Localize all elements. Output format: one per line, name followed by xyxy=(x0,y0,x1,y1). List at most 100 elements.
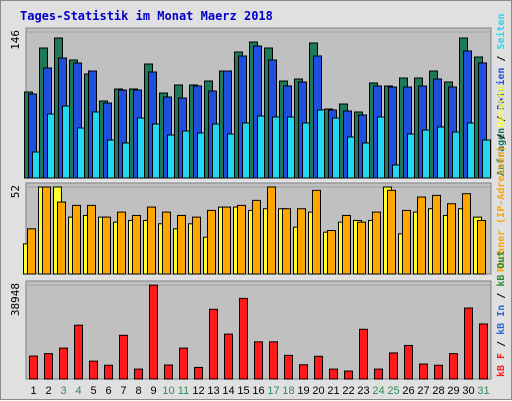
bar-requests-seiten-day-31 xyxy=(482,139,491,179)
bar-volume-kb-f-day-13 xyxy=(209,308,218,380)
x-tick-label: 20 xyxy=(312,385,324,397)
bar-visits-rechner-ip-adressen--day-9 xyxy=(147,206,156,275)
legend-bottom: kB F / kB In / kB Out xyxy=(496,251,507,377)
bar-visits-rechner-ip-adressen--day-12 xyxy=(192,216,201,275)
x-tick-label: 18 xyxy=(282,385,294,397)
legend-item: kB Out xyxy=(496,251,507,293)
x-tick-label: 25 xyxy=(387,385,399,397)
bar-volume-kb-f-day-17 xyxy=(269,341,278,380)
bar-visits-rechner-ip-adressen--day-13 xyxy=(207,209,216,275)
legend-item: / xyxy=(496,116,507,128)
x-tick-label: 23 xyxy=(357,385,369,397)
bar-visits-rechner-ip-adressen--day-23 xyxy=(357,221,366,275)
bar-visits-rechner-ip-adressen--day-15 xyxy=(237,204,246,275)
bar-volume-kb-f-day-16 xyxy=(254,341,263,380)
bar-visits-rechner-ip-adressen--day-18 xyxy=(282,208,291,275)
bar-volume-kb-f-day-14 xyxy=(224,333,233,380)
x-tick-label: 16 xyxy=(252,385,264,397)
x-tick-label: 28 xyxy=(432,385,444,397)
bar-visits-rechner-ip-adressen--day-19 xyxy=(297,208,306,275)
legend-item: / xyxy=(496,293,507,305)
x-tick-label: 22 xyxy=(342,385,354,397)
bar-volume-kb-f-day-8 xyxy=(134,368,143,380)
legend-item: kB F xyxy=(496,353,507,377)
bar-volume-kb-f-day-24 xyxy=(374,368,383,380)
bar-volume-kb-f-day-7 xyxy=(119,334,128,380)
bar-volume-kb-f-day-22 xyxy=(344,370,353,380)
bar-visits-rechner-ip-adressen--day-22 xyxy=(342,214,351,275)
legend-top: Anfragen / Dateien / Seiten xyxy=(495,13,507,176)
bar-visits-rechner-ip-adressen--day-29 xyxy=(447,203,456,275)
x-tick-label: 26 xyxy=(402,385,414,397)
legend-item: Rechner (IP-Adressen) xyxy=(496,146,507,272)
bar-volume-kb-f-day-2 xyxy=(44,353,53,380)
bar-volume-kb-f-day-12 xyxy=(194,366,203,380)
bar-visits-rechner-ip-adressen--day-30 xyxy=(462,193,471,275)
bar-visits-rechner-ip-adressen--day-20 xyxy=(312,189,321,275)
bar-volume-kb-f-day-30 xyxy=(464,307,473,380)
bar-volume-kb-f-day-29 xyxy=(449,353,458,380)
bar-visits-rechner-ip-adressen--day-14 xyxy=(222,206,231,275)
bar-visits-rechner-ip-adressen--day-26 xyxy=(402,209,411,275)
bar-volume-kb-f-day-27 xyxy=(419,363,428,380)
x-tick-label: 15 xyxy=(237,385,249,397)
bar-visits-rechner-ip-adressen--day-3 xyxy=(57,201,66,275)
x-tick-label: 8 xyxy=(135,385,141,397)
bar-visits-rechner-ip-adressen--day-5 xyxy=(87,204,96,275)
bar-visits-rechner-ip-adressen--day-24 xyxy=(372,211,381,275)
bar-volume-kb-f-day-20 xyxy=(314,355,323,380)
x-tick-label: 12 xyxy=(192,385,204,397)
y-tick-label: 38948 xyxy=(9,283,22,316)
bar-volume-kb-f-day-19 xyxy=(299,364,308,380)
x-tick-label: 10 xyxy=(162,385,174,397)
legend-item: Dateien xyxy=(495,68,507,116)
legend-item: / xyxy=(496,134,507,146)
bar-visits-rechner-ip-adressen--day-25 xyxy=(387,189,396,275)
legend-item: kB In xyxy=(496,305,507,341)
bar-visits-rechner-ip-adressen--day-6 xyxy=(102,216,111,275)
y-tick-label: 52 xyxy=(9,185,22,198)
bar-visits-rechner-ip-adressen--day-4 xyxy=(72,204,81,275)
legend-item: / xyxy=(496,341,507,353)
bar-volume-kb-f-day-25 xyxy=(389,352,398,380)
bar-visits-rechner-ip-adressen--day-27 xyxy=(417,196,426,275)
x-tick-label: 4 xyxy=(75,385,81,397)
y-tick-label: 146 xyxy=(9,30,22,50)
bar-volume-kb-f-day-21 xyxy=(329,368,338,380)
x-tick-label: 19 xyxy=(297,385,309,397)
x-tick-label: 9 xyxy=(150,385,156,397)
bar-visits-rechner-ip-adressen--day-2 xyxy=(42,186,51,275)
x-tick-label: 29 xyxy=(447,385,459,397)
legend-item: / xyxy=(496,56,507,68)
x-tick-label: 14 xyxy=(222,385,234,397)
bar-visits-rechner-ip-adressen--day-21 xyxy=(327,230,336,275)
bar-visits-rechner-ip-adressen--day-11 xyxy=(177,214,186,275)
bar-volume-kb-f-day-23 xyxy=(359,328,368,380)
x-tick-label: 7 xyxy=(120,385,126,397)
x-tick-label: 27 xyxy=(417,385,429,397)
bar-volume-kb-f-day-18 xyxy=(284,354,293,380)
x-tick-label: 24 xyxy=(372,385,384,397)
bar-volume-kb-f-day-5 xyxy=(89,360,98,380)
bar-visits-rechner-ip-adressen--day-17 xyxy=(267,186,276,275)
bar-visits-rechner-ip-adressen--day-31 xyxy=(477,219,486,275)
bar-visits-rechner-ip-adressen--day-8 xyxy=(132,214,141,275)
x-tick-label: 1 xyxy=(30,385,36,397)
bar-requests-dateien-day-25 xyxy=(388,86,397,179)
bar-volume-kb-f-day-6 xyxy=(104,364,113,380)
x-tick-label: 5 xyxy=(90,385,96,397)
x-tick-label: 21 xyxy=(327,385,339,397)
x-tick-label: 3 xyxy=(60,385,66,397)
x-tick-label: 6 xyxy=(105,385,111,397)
bar-volume-kb-f-day-3 xyxy=(59,347,68,380)
legend-middle: Rechner (IP-Adressen) / Besuche xyxy=(496,85,507,272)
bar-volume-kb-f-day-31 xyxy=(479,323,488,380)
bar-volume-kb-f-day-4 xyxy=(74,324,83,380)
x-tick-label: 11 xyxy=(178,385,189,397)
x-tick-label: 30 xyxy=(462,385,474,397)
chart-title: Tages-Statistik im Monat Maerz 2018 xyxy=(20,9,273,23)
x-tick-label: 17 xyxy=(267,385,279,397)
bar-visits-rechner-ip-adressen--day-10 xyxy=(162,211,171,275)
bar-visits-rechner-ip-adressen--day-7 xyxy=(117,211,126,275)
